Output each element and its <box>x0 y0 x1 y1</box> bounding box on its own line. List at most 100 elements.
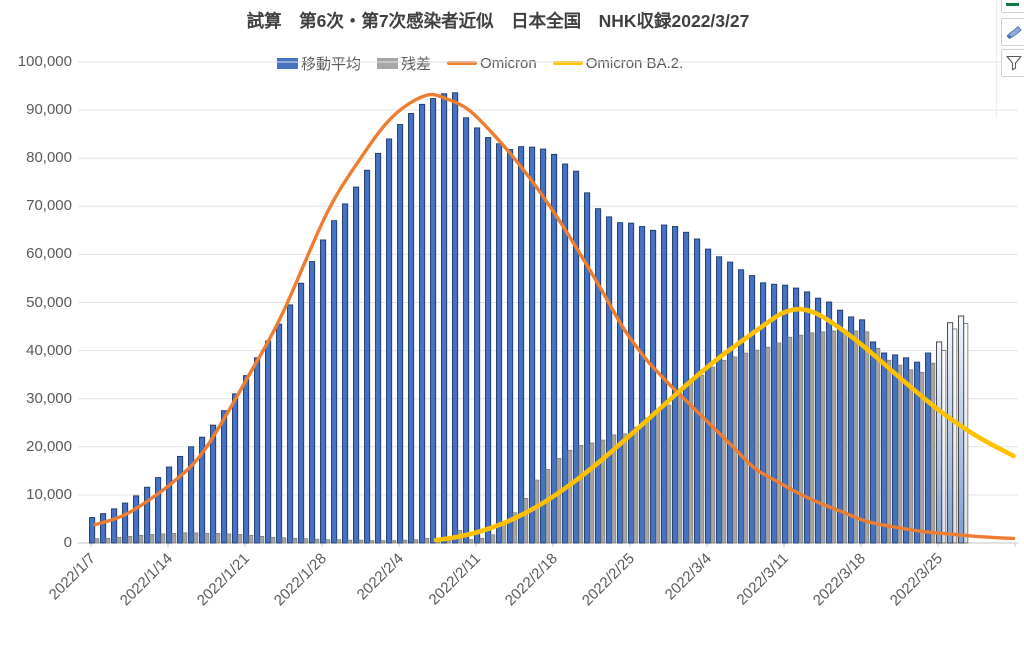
bar-moving-average <box>364 169 371 544</box>
bar-moving-average <box>804 291 811 544</box>
bar-moving-average <box>848 316 855 544</box>
bar-moving-average <box>573 170 580 544</box>
bar-moving-average <box>837 309 844 544</box>
plot-area <box>78 61 1018 547</box>
bar-residual <box>754 349 760 544</box>
bar-residual <box>292 537 298 544</box>
bar-residual <box>226 533 232 544</box>
bar-residual <box>831 330 837 544</box>
bar-residual <box>611 434 617 544</box>
bar-residual <box>413 539 419 544</box>
legend-item-omicron-ba2[interactable]: Omicron BA.2. <box>552 55 683 72</box>
bar-residual <box>919 371 925 544</box>
bar-moving-average <box>342 203 349 544</box>
legend-label: 移動平均 <box>301 55 362 73</box>
plus-icon <box>1006 3 1019 6</box>
bar-moving-average <box>694 238 701 544</box>
bar-moving-average <box>562 163 569 544</box>
bar-moving-average <box>782 284 789 544</box>
bar-moving-average <box>650 229 657 544</box>
bar-residual <box>655 409 661 544</box>
bar-residual <box>776 342 782 544</box>
legend-item-residual[interactable]: 残差 <box>377 53 431 74</box>
bar-residual <box>787 336 793 544</box>
chart-right-border <box>996 0 997 118</box>
bar-residual <box>556 458 562 544</box>
chart-styles-button[interactable] <box>1001 18 1024 46</box>
bar-moving-average <box>287 304 294 544</box>
bar-moving-average <box>353 186 360 544</box>
bar-residual <box>237 534 243 544</box>
bar-residual <box>116 536 122 544</box>
legend-item-omicron[interactable]: Omicron <box>447 55 537 72</box>
bar-moving-average <box>243 375 250 544</box>
bar-residual <box>281 537 287 544</box>
bar-residual <box>391 540 397 544</box>
bar-residual <box>424 537 430 544</box>
y-axis-label: 60,000 <box>26 245 72 263</box>
bar-residual <box>468 539 474 544</box>
bar-moving-average <box>793 287 800 544</box>
bar-residual <box>952 328 958 544</box>
bar-residual <box>534 479 540 544</box>
bar-residual <box>270 536 276 544</box>
bar-residual <box>446 540 452 544</box>
bar-residual <box>545 469 551 544</box>
bar-residual <box>710 366 716 544</box>
bar-residual <box>314 538 320 544</box>
bar-residual <box>303 538 309 544</box>
bar-residual <box>248 535 254 544</box>
bar-moving-average <box>474 127 481 544</box>
bar-moving-average <box>947 322 954 544</box>
bar-residual <box>699 374 705 544</box>
bar-residual <box>798 334 804 544</box>
bar-moving-average <box>210 424 217 544</box>
bar-moving-average <box>617 222 624 544</box>
bar-residual <box>138 535 144 544</box>
bar-residual <box>886 359 892 544</box>
bar-moving-average <box>584 192 591 544</box>
y-axis-label: 50,000 <box>26 293 72 311</box>
legend-item-moving-average[interactable]: 移動平均 <box>277 53 361 74</box>
bar-moving-average <box>936 341 943 544</box>
legend: 移動平均 残差 Omicron Omicron BA.2. <box>277 52 683 74</box>
bar-moving-average <box>166 466 173 544</box>
bar-residual <box>215 533 221 544</box>
y-axis-label: 20,000 <box>26 437 72 455</box>
bar-residual <box>512 512 518 544</box>
bar-residual <box>347 539 353 544</box>
residual-swatch-icon <box>377 57 399 69</box>
bar-moving-average <box>716 256 723 544</box>
bar-moving-average <box>254 357 261 544</box>
bar-moving-average <box>430 98 437 544</box>
bar-moving-average <box>144 486 151 544</box>
chart-elements-button[interactable] <box>1001 0 1024 13</box>
bar-moving-average <box>309 261 316 544</box>
funnel-icon <box>1006 55 1022 71</box>
bar-moving-average <box>155 477 162 544</box>
bar-moving-average <box>419 103 426 544</box>
bar-moving-average <box>232 393 239 544</box>
bar-moving-average <box>177 455 184 544</box>
bar-moving-average <box>122 502 129 544</box>
bar-residual <box>402 539 408 544</box>
bar-residual <box>578 445 584 544</box>
bar-moving-average <box>265 340 272 544</box>
bar-residual <box>127 535 133 544</box>
bar-moving-average <box>463 117 470 544</box>
bar-moving-average <box>89 517 96 544</box>
bar-residual <box>369 540 375 544</box>
bar-residual <box>589 442 595 544</box>
bar-moving-average <box>397 124 404 544</box>
y-axis-label: 90,000 <box>26 101 72 119</box>
y-axis-label: 100,000 <box>17 53 72 70</box>
bar-residual <box>501 524 507 544</box>
bar-moving-average <box>441 93 448 544</box>
bar-moving-average <box>408 113 415 544</box>
bar-residual <box>523 497 529 544</box>
chart-filters-button[interactable] <box>1001 49 1024 77</box>
bar-residual <box>259 535 265 544</box>
bar-moving-average <box>331 220 338 544</box>
bar-moving-average <box>100 513 107 544</box>
bar-moving-average <box>375 152 382 544</box>
